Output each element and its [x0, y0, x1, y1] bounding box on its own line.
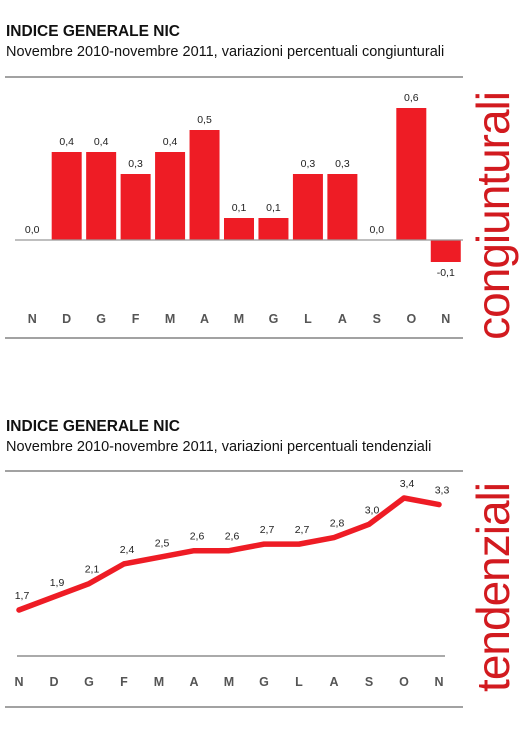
chart2-x-tick: N	[14, 675, 23, 689]
chart2-title: INDICE GENERALE NIC	[6, 418, 180, 435]
chart2-data-label: 1,9	[50, 577, 65, 589]
chart1-x-tick: D	[62, 312, 71, 326]
chart2-x-tick: G	[259, 675, 269, 689]
chart1-title: INDICE GENERALE NIC	[6, 23, 180, 40]
chart1-data-label: 0,1	[266, 202, 281, 214]
chart1-data-label: 0,1	[232, 202, 247, 214]
chart1-x-tick: F	[132, 312, 140, 326]
chart1-x-tick: M	[165, 312, 175, 326]
chart1-subtitle: Novembre 2010-novembre 2011, variazioni …	[6, 44, 445, 60]
chart1-data-label: 0,0	[370, 224, 385, 236]
chart2-x-tick: A	[189, 675, 198, 689]
chart2-data-label: 3,0	[365, 504, 380, 516]
chart2-x-tick: M	[154, 675, 164, 689]
chart2-data-label: 2,7	[260, 524, 275, 536]
chart2-data-label: 1,7	[15, 590, 30, 602]
chart1-bar	[327, 174, 358, 240]
chart1-x-tick: M	[234, 312, 244, 326]
chart2-x-tick: F	[120, 675, 128, 689]
chart1-data-label: 0,3	[301, 158, 316, 170]
chart1-bar	[396, 108, 427, 240]
chart1-data-label: 0,6	[404, 92, 419, 104]
chart1-bar	[120, 174, 151, 240]
chart2-data-label: 2,7	[295, 524, 310, 536]
chart1-bar	[258, 218, 289, 240]
chart1-bar	[51, 152, 82, 240]
chart1-data-label: 0,4	[94, 136, 109, 148]
chart2-x-tick: G	[84, 675, 94, 689]
chart2-data-label: 2,6	[225, 531, 240, 543]
chart2-x-tick: N	[434, 675, 443, 689]
chart2-x-tick: L	[295, 675, 303, 689]
chart2-data-label: 2,6	[190, 531, 205, 543]
chart1-bar	[189, 130, 220, 240]
chart2-x-tick: O	[399, 675, 409, 689]
chart1-x-tick: O	[406, 312, 416, 326]
chart2-data-label: 3,3	[435, 485, 450, 497]
chart2-data-label: 3,4	[400, 478, 415, 490]
chart1-x-tick: A	[200, 312, 209, 326]
chart1-x-tick: L	[304, 312, 312, 326]
chart1-data-label: 0,5	[197, 114, 212, 126]
chart1-bar	[292, 174, 323, 240]
chart1-x-tick: S	[373, 312, 381, 326]
chart1-x-tick: A	[338, 312, 347, 326]
chart1-bar	[155, 152, 186, 240]
chart2-x-tick: D	[49, 675, 58, 689]
chart1-x-tick: N	[28, 312, 37, 326]
chart1-x-tick: G	[96, 312, 106, 326]
chart2-data-label: 2,8	[330, 518, 345, 530]
chart1-data-label: -0,1	[437, 267, 455, 279]
chart1-data-label: 0,4	[163, 136, 178, 148]
chart2-x-tick: M	[224, 675, 234, 689]
chart2-x-tick: S	[365, 675, 373, 689]
chart1-bar	[224, 218, 254, 240]
chart1-bar	[430, 240, 461, 262]
chart1-data-label: 0,3	[128, 158, 143, 170]
chart1-x-tick: N	[441, 312, 450, 326]
chart2-data-label: 2,4	[120, 544, 135, 556]
chart1-bar	[86, 152, 117, 240]
chart2-subtitle: Novembre 2010-novembre 2011, variazioni …	[6, 439, 432, 455]
chart2-series-line	[16, 495, 442, 613]
chart2-data-label: 2,5	[155, 537, 170, 549]
chart1-data-label: 0,4	[59, 136, 74, 148]
chart1-x-tick: G	[269, 312, 279, 326]
chart1-data-label: 0,0	[25, 224, 40, 236]
chart1-data-label: 0,3	[335, 158, 350, 170]
chart2-data-label: 2,1	[85, 564, 100, 576]
chart2-x-tick: A	[329, 675, 338, 689]
